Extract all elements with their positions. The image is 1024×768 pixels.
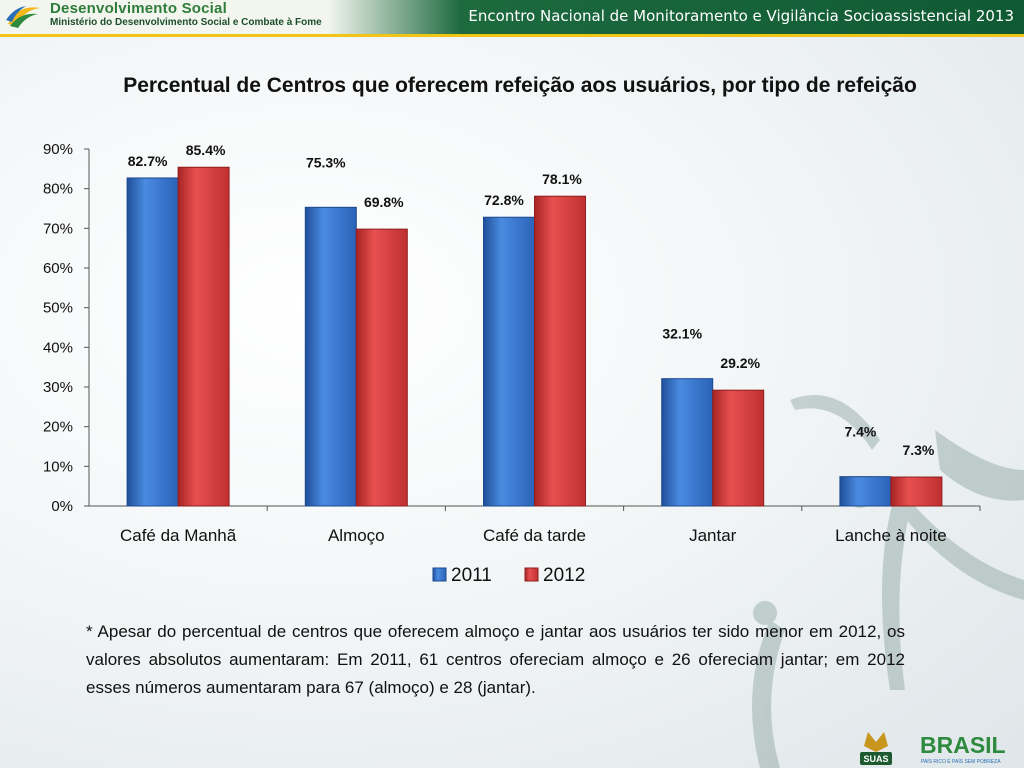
legend-swatch-2011	[432, 567, 447, 582]
legend-swatch-2012	[524, 567, 539, 582]
brasil-logo-text: BRASIL	[920, 732, 1006, 758]
category-label: Café da Manhã	[120, 526, 237, 545]
data-label-2011: 32.1%	[662, 326, 702, 342]
data-label-2012: 85.4%	[186, 142, 226, 158]
category-label: Jantar	[689, 526, 737, 545]
header-banner: Desenvolvimento Social Ministério do Des…	[0, 0, 1024, 37]
suas-logo-icon: SUAS	[860, 732, 892, 765]
y-tick-label: 0%	[51, 498, 73, 515]
ministry-logo-icon	[6, 6, 40, 28]
brasil-logo-icon: BRASIL PAÍS RICO É PAÍS SEM POBREZA	[920, 732, 1006, 765]
bar-chart: 0% 10% 20% 30% 40% 50% 60% 70% 80% 90% Café da Man…	[43, 141, 981, 586]
y-tick-label: 20%	[43, 419, 73, 436]
chart-title: Percentual de Centros que oferecem refei…	[123, 74, 917, 97]
category-label: Café da tarde	[483, 526, 586, 545]
bar-2012	[890, 476, 943, 507]
data-label-2011: 82.7%	[128, 153, 168, 169]
y-tick-label: 70%	[43, 220, 73, 237]
y-tick-label: 90%	[43, 141, 73, 158]
y-tick-label: 60%	[43, 260, 73, 277]
y-tick-label: 50%	[43, 300, 73, 317]
bar-2012	[712, 389, 765, 507]
category-label: Almoço	[328, 526, 385, 545]
bar-2012	[534, 195, 586, 507]
bar-2011	[304, 206, 357, 507]
legend-label-2012: 2012	[543, 565, 585, 586]
footer-logos: SUAS BRASIL PAÍS RICO É PAÍS SEM POBREZA	[860, 732, 1006, 765]
category-label: Lanche à noite	[835, 526, 947, 545]
data-label-2011: 75.3%	[306, 154, 346, 170]
org-title: Desenvolvimento Social	[50, 0, 227, 17]
bar-2012	[177, 166, 230, 507]
bar-2011	[483, 216, 535, 507]
org-subtitle: Ministério do Desenvolvimento Social e C…	[50, 17, 322, 28]
data-label-2012: 69.8%	[364, 194, 404, 210]
bar-2012	[355, 228, 408, 507]
y-tick-label: 30%	[43, 379, 73, 396]
data-label-2012: 29.2%	[720, 355, 760, 371]
event-title: Encontro Nacional de Monitoramento e Vig…	[468, 7, 1014, 25]
y-tick-label: 80%	[43, 181, 73, 198]
y-tick-label: 10%	[43, 458, 73, 475]
data-label-2012: 78.1%	[542, 171, 582, 187]
footnote: * Apesar do percentual de centros que of…	[86, 622, 905, 697]
bar-2011	[661, 378, 714, 507]
data-label-2012: 7.3%	[902, 442, 934, 458]
y-tick-label: 40%	[43, 339, 73, 356]
legend-label-2011: 2011	[451, 565, 492, 586]
bar-2011	[839, 476, 892, 507]
data-label-2011: 7.4%	[844, 424, 876, 440]
bar-2011	[126, 177, 179, 507]
brasil-logo-tagline: PAÍS RICO É PAÍS SEM POBREZA	[921, 758, 1001, 765]
suas-logo-text: SUAS	[863, 754, 888, 764]
data-label-2011: 72.8%	[484, 192, 524, 208]
